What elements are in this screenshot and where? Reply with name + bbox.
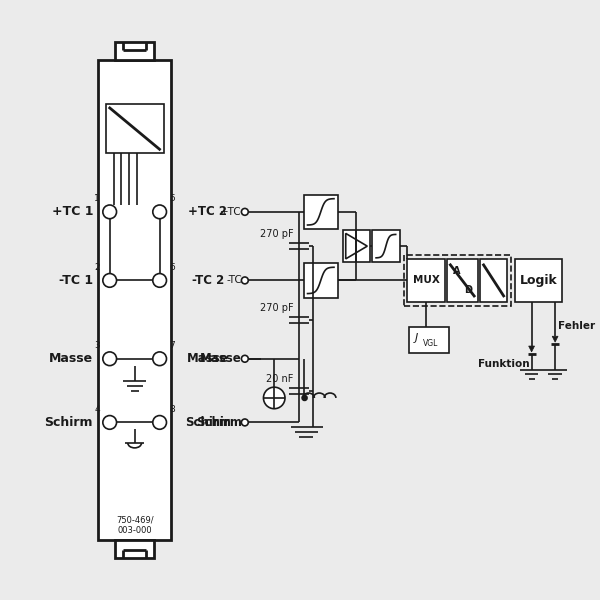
Text: Masse: Masse bbox=[187, 352, 229, 365]
Text: Schirm: Schirm bbox=[185, 416, 230, 429]
Text: MUX: MUX bbox=[413, 275, 439, 286]
Text: 7: 7 bbox=[169, 341, 175, 350]
Text: D: D bbox=[464, 285, 472, 295]
Text: 8: 8 bbox=[169, 404, 175, 413]
Circle shape bbox=[153, 205, 166, 219]
Circle shape bbox=[241, 355, 248, 362]
Bar bbox=[343, 230, 370, 262]
Bar bbox=[515, 259, 562, 302]
Text: 4: 4 bbox=[94, 404, 100, 413]
Text: A: A bbox=[452, 266, 460, 276]
Circle shape bbox=[241, 419, 248, 426]
Bar bbox=[304, 263, 338, 298]
Bar bbox=[409, 328, 449, 353]
Text: Schirm: Schirm bbox=[196, 416, 242, 429]
Text: 1: 1 bbox=[94, 194, 100, 203]
Text: 6: 6 bbox=[169, 263, 175, 272]
Circle shape bbox=[153, 352, 166, 365]
Circle shape bbox=[103, 352, 116, 365]
Bar bbox=[115, 540, 154, 557]
Circle shape bbox=[153, 416, 166, 429]
Text: 20 nF: 20 nF bbox=[266, 374, 294, 384]
Circle shape bbox=[103, 205, 116, 219]
Bar bbox=[407, 259, 445, 302]
Text: 3: 3 bbox=[94, 341, 100, 350]
Bar bbox=[106, 104, 164, 153]
Text: Masse: Masse bbox=[200, 352, 242, 365]
Text: 270 pF: 270 pF bbox=[260, 303, 294, 313]
Text: Schirm: Schirm bbox=[44, 416, 93, 429]
Bar bbox=[446, 259, 478, 302]
Text: 270 pF: 270 pF bbox=[260, 229, 294, 239]
Text: Masse: Masse bbox=[49, 352, 93, 365]
Circle shape bbox=[241, 208, 248, 215]
Bar bbox=[372, 230, 400, 262]
Text: Logik: Logik bbox=[520, 274, 557, 287]
Text: 2: 2 bbox=[94, 263, 100, 272]
Text: +TC 1: +TC 1 bbox=[52, 205, 93, 218]
Circle shape bbox=[302, 395, 307, 400]
Circle shape bbox=[263, 387, 285, 409]
Circle shape bbox=[153, 274, 166, 287]
Text: -TC 2: -TC 2 bbox=[191, 274, 224, 287]
Polygon shape bbox=[529, 346, 535, 352]
Text: 5: 5 bbox=[169, 194, 175, 203]
Text: -TC 1: -TC 1 bbox=[59, 274, 93, 287]
Text: J: J bbox=[415, 333, 419, 343]
Bar bbox=[98, 60, 172, 540]
Bar bbox=[115, 43, 154, 60]
Circle shape bbox=[241, 277, 248, 284]
Text: VGL: VGL bbox=[423, 338, 439, 347]
Circle shape bbox=[103, 274, 116, 287]
Text: Fehler: Fehler bbox=[558, 322, 595, 331]
Text: 750-469/
003-000: 750-469/ 003-000 bbox=[116, 515, 154, 535]
Bar bbox=[404, 255, 511, 306]
Polygon shape bbox=[552, 336, 558, 342]
Text: -TC: -TC bbox=[226, 275, 242, 286]
Text: Funktion: Funktion bbox=[478, 359, 530, 368]
Text: +TC 2: +TC 2 bbox=[188, 205, 227, 218]
Circle shape bbox=[103, 416, 116, 429]
Bar bbox=[304, 195, 338, 229]
Text: +TC: +TC bbox=[220, 207, 242, 217]
Bar bbox=[480, 259, 508, 302]
